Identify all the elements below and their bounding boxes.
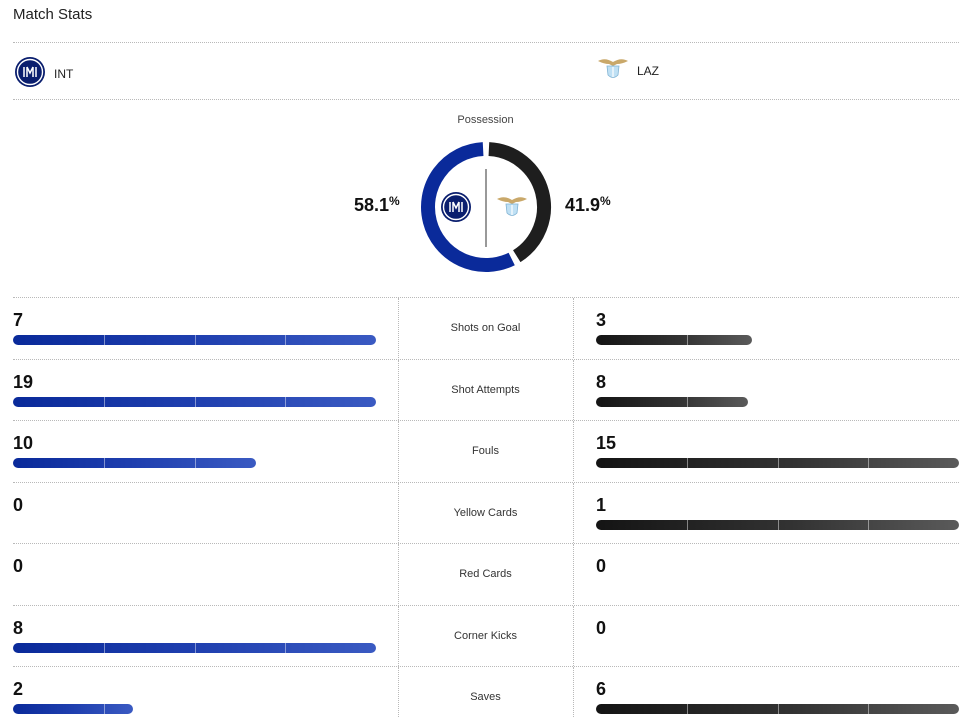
bar-tick (104, 642, 105, 653)
stat-away-bar (596, 396, 748, 407)
bar-tick (195, 642, 196, 653)
column-divider (398, 359, 399, 420)
column-divider (398, 667, 399, 718)
column-divider (398, 544, 399, 604)
possession-away-value: 41.9% (565, 194, 611, 215)
lazio-eagle-icon (597, 56, 629, 85)
column-divider (573, 298, 574, 358)
bar-tick (687, 458, 688, 468)
stat-away-value: 15 (596, 433, 617, 453)
bar-tick (104, 335, 105, 345)
bar-tick (104, 458, 105, 468)
stat-row: 10 Fouls 15 (13, 420, 959, 481)
bar-tick (285, 335, 286, 345)
stat-home-value: 19 (13, 371, 34, 392)
stat-away-bar (596, 519, 959, 530)
stat-label: Corner Kicks (454, 629, 517, 642)
column-divider (573, 421, 574, 481)
stat-label: Shot Attempts (451, 383, 520, 396)
column-divider (398, 421, 399, 481)
lazio-eagle-icon (497, 197, 527, 216)
stat-home-bar (13, 335, 376, 345)
bar-tick (195, 458, 196, 468)
stat-home-value: 8 (13, 617, 24, 638)
stat-row: 7 Shots on Goal 3 (13, 297, 959, 358)
column-divider (573, 544, 574, 604)
column-divider (398, 482, 399, 543)
possession-home-arc (421, 142, 515, 272)
possession-donut (421, 142, 551, 272)
stat-home-bar (13, 704, 133, 714)
stat-away-value: 0 (596, 556, 607, 576)
team-away: LAZ (597, 56, 659, 85)
possession-label: Possession (457, 114, 514, 126)
team-home-name: INT (54, 66, 74, 81)
page-title: Match Stats (13, 6, 93, 23)
column-divider (573, 359, 574, 420)
stat-home-value: 2 (13, 679, 24, 699)
stat-row: 0 Red Cards 0 (13, 543, 959, 604)
bar-tick (104, 704, 105, 714)
bar-tick (285, 396, 286, 407)
bar-tick (868, 519, 869, 530)
stat-row: 0 Yellow Cards 1 (13, 481, 959, 543)
inter-crest-icon (14, 56, 46, 91)
stat-away-value: 8 (596, 371, 607, 392)
bar-tick (778, 704, 779, 714)
bar-tick (687, 396, 688, 407)
possession-away-arc (488, 142, 551, 263)
bar-tick (687, 335, 688, 345)
stat-home-bar (13, 396, 376, 407)
inter-crest-icon (441, 192, 471, 222)
bar-tick (195, 396, 196, 407)
bar-tick (104, 396, 105, 407)
stat-home-bar (13, 458, 256, 468)
divider (13, 99, 959, 100)
stat-away-bar (596, 458, 959, 468)
bar-tick (195, 335, 196, 345)
column-divider (573, 667, 574, 718)
stat-away-value: 3 (596, 310, 607, 330)
possession-home-value: 58.1% (354, 194, 400, 215)
bar-tick (687, 704, 688, 714)
divider (13, 42, 959, 43)
bar-tick (687, 519, 688, 530)
stat-row: 2 Saves 6 (13, 666, 959, 718)
bar-tick (868, 704, 869, 714)
stat-row: 8 Corner Kicks 0 (13, 604, 959, 666)
bar-tick (285, 642, 286, 653)
bar-tick (868, 458, 869, 468)
stat-home-bar (13, 642, 376, 653)
team-home: INT (14, 56, 73, 91)
stat-label: Yellow Cards (453, 506, 518, 519)
column-divider (398, 298, 399, 358)
stat-label: Fouls (472, 445, 499, 457)
stat-away-value: 0 (596, 617, 607, 638)
stat-away-bar (596, 335, 752, 345)
column-divider (398, 605, 399, 666)
stat-home-value: 0 (13, 494, 24, 515)
stat-home-value: 0 (13, 556, 24, 576)
bar-tick (778, 458, 779, 468)
column-divider (573, 482, 574, 543)
stat-away-value: 1 (596, 494, 607, 515)
stat-row: 19 Shot Attempts 8 (13, 358, 959, 420)
bar-tick (778, 519, 779, 530)
stat-away-bar (596, 704, 959, 714)
stat-label: Shots on Goal (450, 322, 521, 334)
stat-home-value: 10 (13, 433, 34, 453)
stat-home-value: 7 (13, 310, 24, 330)
stat-label: Saves (470, 691, 501, 703)
stat-label: Red Cards (459, 568, 512, 580)
stat-away-value: 6 (596, 679, 607, 699)
column-divider (573, 605, 574, 666)
team-away-name: LAZ (637, 63, 660, 78)
